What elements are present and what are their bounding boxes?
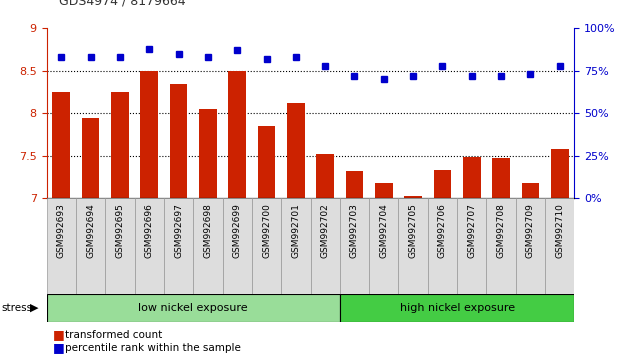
Bar bbox=[492, 158, 510, 198]
Bar bbox=[47, 198, 76, 294]
Bar bbox=[222, 198, 252, 294]
Text: GSM992709: GSM992709 bbox=[526, 203, 535, 258]
Text: percentile rank within the sample: percentile rank within the sample bbox=[65, 343, 241, 353]
Bar bbox=[47, 294, 340, 322]
Text: GSM992710: GSM992710 bbox=[555, 203, 564, 258]
Bar bbox=[486, 198, 516, 294]
Text: low nickel exposure: low nickel exposure bbox=[138, 303, 248, 313]
Text: ▶: ▶ bbox=[30, 303, 39, 313]
Text: GSM992698: GSM992698 bbox=[203, 203, 212, 258]
Bar bbox=[433, 170, 451, 198]
Bar bbox=[375, 183, 392, 198]
Bar bbox=[522, 183, 539, 198]
Bar bbox=[399, 198, 428, 294]
Text: GSM992704: GSM992704 bbox=[379, 203, 388, 258]
Text: GSM992708: GSM992708 bbox=[497, 203, 505, 258]
Text: ■: ■ bbox=[53, 341, 65, 354]
Bar bbox=[340, 294, 574, 322]
Text: GSM992695: GSM992695 bbox=[116, 203, 124, 258]
Bar bbox=[164, 198, 193, 294]
Bar bbox=[193, 198, 222, 294]
Text: GSM992696: GSM992696 bbox=[145, 203, 154, 258]
Bar bbox=[287, 103, 305, 198]
Bar bbox=[82, 118, 99, 198]
Bar bbox=[199, 109, 217, 198]
Text: high nickel exposure: high nickel exposure bbox=[399, 303, 515, 313]
Bar bbox=[76, 198, 105, 294]
Bar bbox=[369, 198, 399, 294]
Text: GSM992701: GSM992701 bbox=[291, 203, 301, 258]
Bar bbox=[135, 198, 164, 294]
Bar bbox=[457, 198, 486, 294]
Text: GSM992705: GSM992705 bbox=[409, 203, 418, 258]
Text: GSM992702: GSM992702 bbox=[320, 203, 330, 258]
Bar bbox=[170, 84, 188, 198]
Bar bbox=[281, 198, 310, 294]
Bar bbox=[428, 198, 457, 294]
Bar bbox=[52, 92, 70, 198]
Text: ■: ■ bbox=[53, 328, 65, 341]
Bar bbox=[346, 171, 363, 198]
Text: GSM992699: GSM992699 bbox=[233, 203, 242, 258]
Text: GSM992697: GSM992697 bbox=[174, 203, 183, 258]
Text: GSM992693: GSM992693 bbox=[57, 203, 66, 258]
Bar bbox=[229, 71, 246, 198]
Text: GSM992703: GSM992703 bbox=[350, 203, 359, 258]
Bar bbox=[258, 126, 275, 198]
Bar bbox=[252, 198, 281, 294]
Bar bbox=[105, 198, 135, 294]
Bar bbox=[516, 198, 545, 294]
Text: transformed count: transformed count bbox=[65, 330, 163, 339]
Text: stress: stress bbox=[1, 303, 32, 313]
Text: GDS4974 / 8179664: GDS4974 / 8179664 bbox=[59, 0, 186, 7]
Text: GSM992707: GSM992707 bbox=[467, 203, 476, 258]
Text: GSM992700: GSM992700 bbox=[262, 203, 271, 258]
Bar bbox=[545, 198, 574, 294]
Bar bbox=[316, 154, 334, 198]
Bar bbox=[551, 149, 569, 198]
Bar bbox=[340, 198, 369, 294]
Text: GSM992706: GSM992706 bbox=[438, 203, 447, 258]
Text: GSM992694: GSM992694 bbox=[86, 203, 95, 258]
Bar bbox=[111, 92, 129, 198]
Bar bbox=[310, 198, 340, 294]
Bar bbox=[140, 71, 158, 198]
Bar bbox=[404, 196, 422, 198]
Bar bbox=[463, 158, 481, 198]
